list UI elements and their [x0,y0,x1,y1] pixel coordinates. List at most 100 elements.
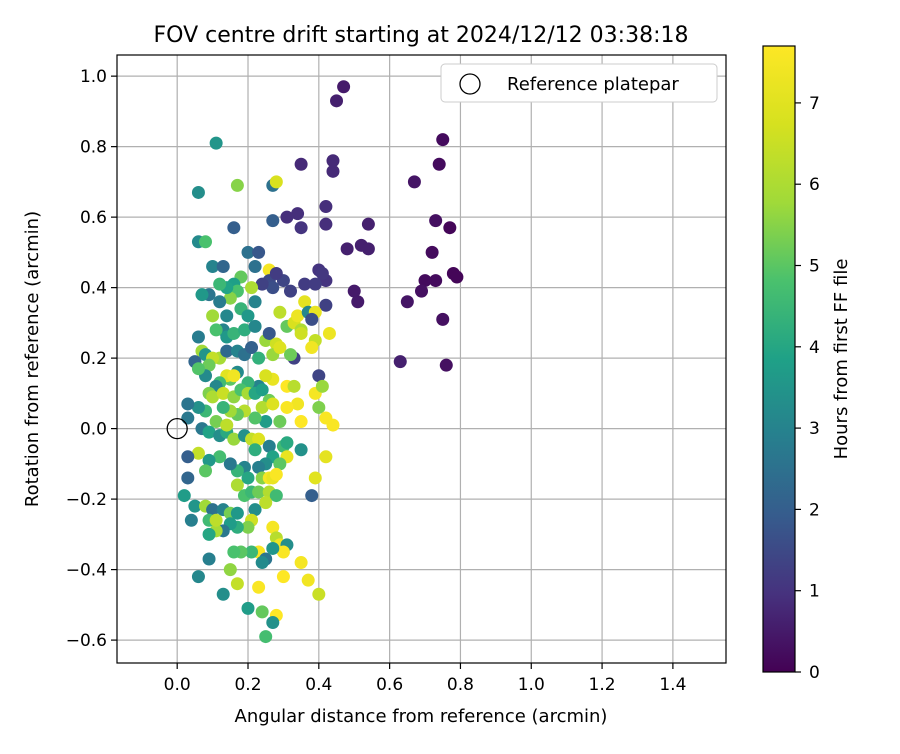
data-point [230,178,244,192]
data-point [319,298,333,312]
data-point [407,175,421,189]
y-axis-ticks: −0.6 −0.4 −0.2 0.0 0.2 0.4 0.6 0.8 1.0 [66,67,117,651]
data-point [202,552,216,566]
data-point [191,446,205,460]
data-point [252,485,266,499]
colorbar-tick-label: 4 [809,338,820,358]
data-point [266,615,280,629]
data-point [312,369,326,383]
colorbar-gradient [762,45,796,673]
data-point [227,221,241,235]
data-point [213,450,227,464]
data-point [248,259,262,273]
data-point [262,439,276,453]
data-point [202,453,216,467]
data-point [294,556,308,570]
data-point [308,471,322,485]
data-point [213,295,227,309]
data-point [252,460,266,474]
data-point [347,284,361,298]
data-point [227,432,241,446]
data-point [220,418,234,432]
y-tick-label: 0.0 [80,420,107,440]
plot-frame [116,54,727,664]
data-point [273,341,287,355]
data-point [259,496,273,510]
data-point [241,520,255,534]
data-point [209,415,223,429]
data-point [199,235,213,249]
data-point [241,601,255,615]
data-point [429,274,443,288]
x-axis-ticks: 0.0 0.2 0.4 0.6 0.8 1.0 1.2 1.4 [164,663,686,695]
data-point [294,157,308,171]
data-point [298,295,312,309]
colorbar-tick-label: 1 [809,582,820,602]
x-tick-label: 0.8 [447,675,474,695]
legend-marker-icon [459,73,481,95]
data-point [220,309,234,323]
data-point [188,499,202,513]
y-tick-label: 1.0 [80,67,107,87]
colorbar-label: Hours from first FF file [831,259,852,460]
data-point [425,245,439,259]
data-point [269,467,283,481]
data-point [255,383,269,397]
data-point [248,411,262,425]
data-point [206,259,220,273]
data-point [223,563,237,577]
y-tick-label: −0.2 [66,490,107,510]
data-point [340,242,354,256]
data-point [248,443,262,457]
data-point [319,450,333,464]
data-point [315,379,329,393]
y-tick-label: 0.6 [80,208,107,228]
data-point [181,450,195,464]
data-point [255,400,269,414]
data-point [202,425,216,439]
data-point [450,270,464,284]
data-point [206,309,220,323]
data-point [209,136,223,150]
data-point [326,164,340,178]
colorbar-ticks: 0 1 2 3 4 5 6 7 [795,94,820,683]
legend-label: Reference platepar [507,74,679,95]
data-point [195,288,209,302]
data-point [291,207,305,221]
data-point [312,400,326,414]
data-points [177,80,464,644]
y-tick-label: 0.2 [80,349,107,369]
data-point [259,415,273,429]
data-point [252,245,266,259]
colorbar: 0 1 2 3 4 5 6 7 Hours from first FF file [762,45,852,683]
colorbar-tick-label: 0 [809,663,820,683]
data-point [191,330,205,344]
data-point [436,133,450,147]
data-point [429,214,443,228]
data-point [400,295,414,309]
data-point [301,573,315,587]
x-tick-label: 0.6 [376,675,403,695]
y-tick-label: −0.6 [66,631,107,651]
data-point [184,513,198,527]
data-point [252,432,266,446]
data-point [266,214,280,228]
data-point [305,341,319,355]
data-point [308,277,322,291]
data-point [230,506,244,520]
data-point [202,527,216,541]
data-point [248,295,262,309]
data-point [230,478,244,492]
data-point [216,259,230,273]
data-point [266,397,280,411]
y-tick-label: 0.8 [80,138,107,158]
data-point [223,291,237,305]
data-point [191,362,205,376]
data-point [294,415,308,429]
data-point [245,341,259,355]
data-point [213,277,227,291]
data-point [294,443,308,457]
data-point [283,284,297,298]
data-point [216,400,230,414]
data-point [443,221,457,235]
